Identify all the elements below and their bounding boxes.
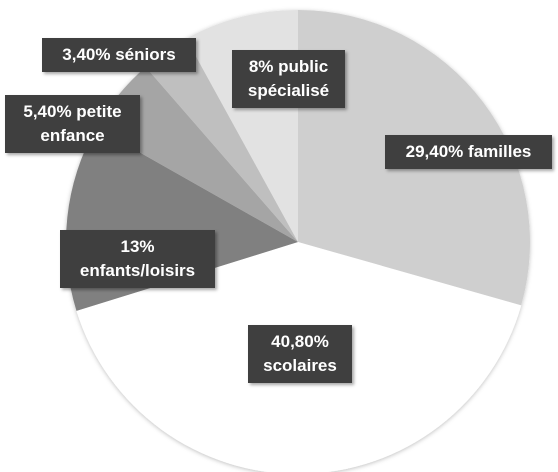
category-label: petite enfance: [40, 102, 122, 145]
category-label: public spécialisé: [247, 57, 330, 100]
category-label: séniors: [115, 45, 176, 64]
category-label: enfants/loisirs: [79, 261, 196, 280]
value-label: 29,40%: [405, 142, 464, 161]
category-label: familles: [468, 142, 532, 161]
category-label: scolaires: [263, 356, 337, 375]
data-label: 8% public spécialisé: [232, 50, 345, 108]
pie-slice: [96, 67, 298, 243]
pie-slice: [145, 38, 298, 242]
value-label: 13%: [120, 237, 155, 256]
data-label: 5,40% petite enfance: [5, 95, 140, 153]
data-label: 29,40% familles: [385, 135, 552, 169]
value-label: 8%: [248, 57, 274, 76]
slices: [65, 10, 530, 472]
value-label: 40,80%: [271, 332, 329, 351]
value-label: 3,40%: [62, 45, 111, 64]
data-label: 13% enfants/loisirs: [60, 230, 215, 288]
data-label: 40,80% scolaires: [248, 325, 352, 383]
data-label: 3,40% séniors: [42, 38, 196, 72]
value-label: 5,40%: [23, 102, 72, 121]
